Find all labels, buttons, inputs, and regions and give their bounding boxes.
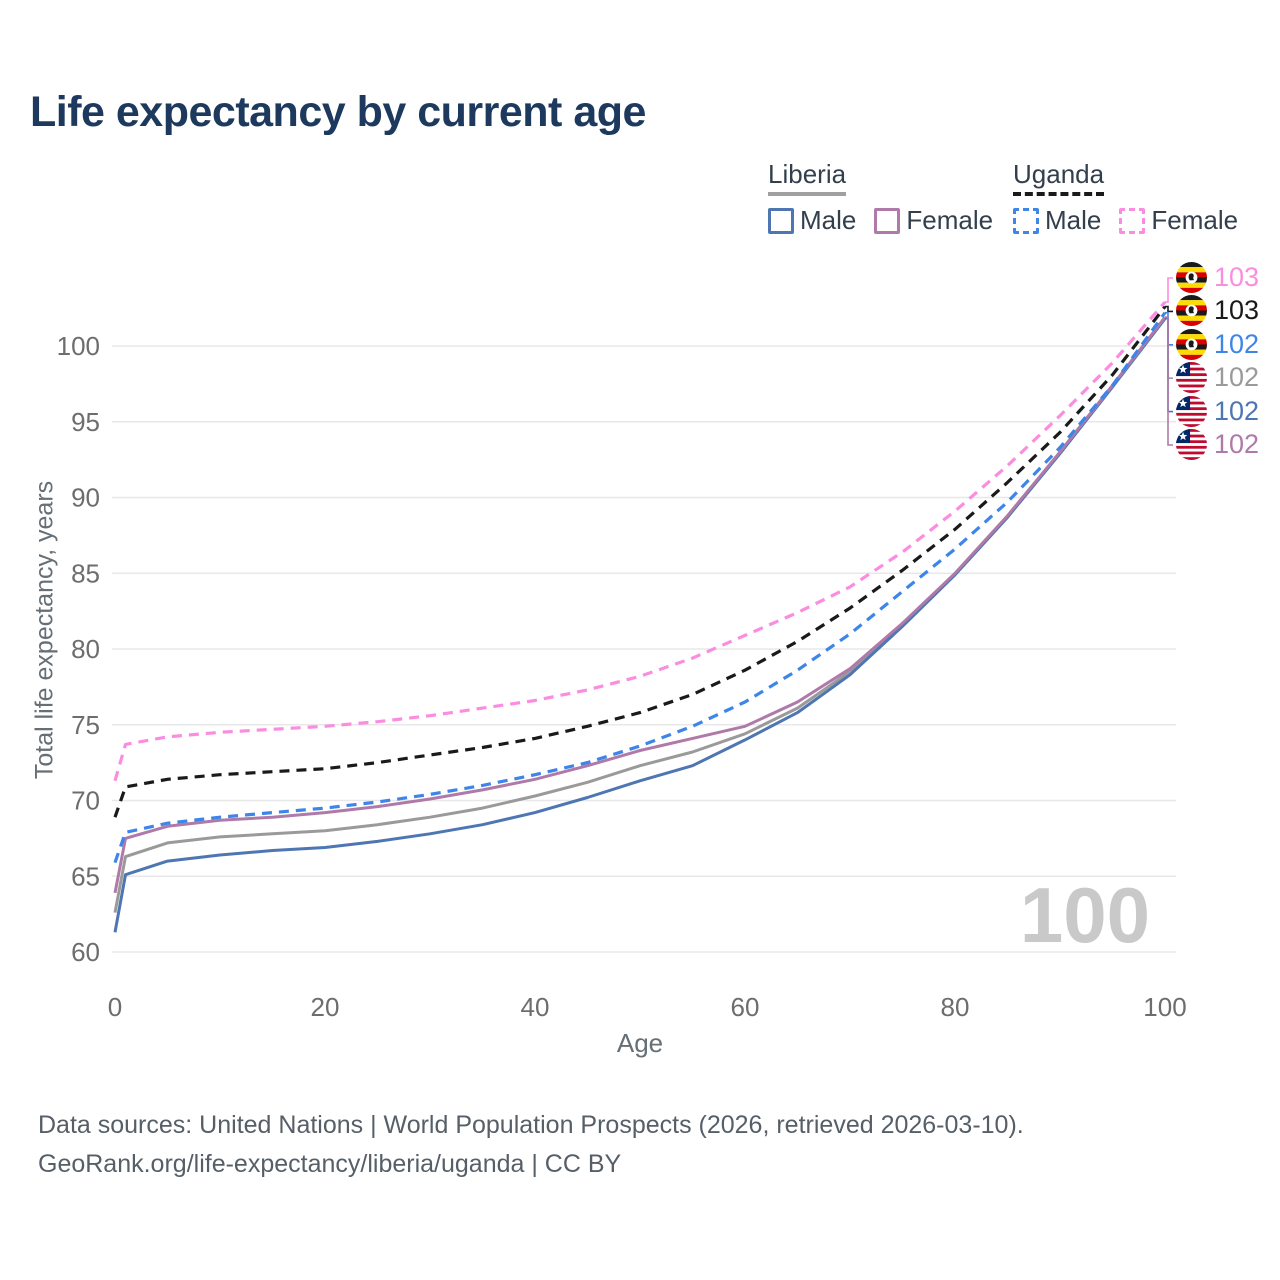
end-label-liberia-total: 102 bbox=[1176, 362, 1260, 394]
end-label-liberia-male: 102 bbox=[1176, 395, 1260, 427]
uganda-male-checkbox[interactable] bbox=[1013, 207, 1039, 234]
end-label-liberia-female: 102 bbox=[1176, 429, 1259, 460]
series-line-liberia-total[interactable] bbox=[113, 317, 1167, 913]
y-tick-label: 95 bbox=[71, 407, 100, 437]
leader-line-uganda-total bbox=[1165, 305, 1173, 313]
end-label-uganda-female: 103 bbox=[1176, 262, 1259, 293]
y-tick-label: 90 bbox=[71, 483, 100, 513]
x-tick-label: 40 bbox=[521, 992, 550, 1022]
footer: Data sources: United Nations | World Pop… bbox=[38, 1106, 1024, 1184]
series-line-liberia-female[interactable] bbox=[113, 316, 1167, 894]
end-label-value: 102 bbox=[1214, 395, 1260, 426]
legend-label-uganda-male: Male bbox=[1045, 205, 1102, 235]
footer-source-line: Data sources: United Nations | World Pop… bbox=[38, 1111, 1024, 1139]
leader-line-liberia-male bbox=[1165, 317, 1173, 413]
y-axis-title: Total life expectancy, years bbox=[30, 480, 59, 780]
end-label-uganda-male: 102 bbox=[1176, 328, 1260, 360]
uganda-flag-icon bbox=[1176, 295, 1207, 327]
legend-header-uganda[interactable]: Uganda bbox=[1013, 159, 1105, 196]
liberia-male-checkbox[interactable] bbox=[768, 207, 794, 234]
liberia-flag-icon bbox=[1176, 362, 1207, 394]
end-label-value: 103 bbox=[1214, 262, 1260, 292]
end-label-value: 103 bbox=[1214, 295, 1260, 326]
legend-item-uganda-male[interactable]: Male bbox=[1013, 205, 1101, 236]
legend-group-uganda: Uganda Male Female bbox=[1013, 160, 1238, 236]
legend-item-uganda-female[interactable]: Female bbox=[1119, 205, 1238, 236]
x-tick-label: 60 bbox=[731, 992, 760, 1022]
legend-header-liberia[interactable]: Liberia bbox=[768, 159, 847, 196]
y-tick-label: 75 bbox=[71, 710, 100, 740]
y-tick-label: 60 bbox=[71, 937, 100, 967]
y-tick-label: 70 bbox=[71, 786, 100, 816]
liberia-line-sample bbox=[768, 192, 847, 196]
x-axis-title: Age bbox=[616, 1028, 664, 1058]
series-line-uganda-male[interactable] bbox=[113, 311, 1167, 864]
series-line-liberia-male[interactable] bbox=[113, 317, 1167, 933]
legend-label-uganda-female: Female bbox=[1151, 205, 1239, 235]
uganda-female-checkbox[interactable] bbox=[1119, 207, 1146, 234]
end-label-value: 102 bbox=[1214, 328, 1260, 359]
legend-label-liberia-male: Male bbox=[800, 205, 857, 235]
y-tick-label: 100 bbox=[57, 331, 100, 361]
legend-items-liberia: Male Female bbox=[768, 205, 993, 236]
liberia-flag-icon bbox=[1176, 395, 1207, 427]
leader-line-uganda-female bbox=[1165, 277, 1173, 303]
legend-item-liberia-male[interactable]: Male bbox=[768, 205, 856, 236]
liberia-female-checkbox[interactable] bbox=[874, 207, 901, 234]
y-tick-label: 65 bbox=[71, 861, 100, 891]
legend-country-label-uganda: Uganda bbox=[1013, 159, 1105, 189]
uganda-flag-icon bbox=[1176, 328, 1207, 360]
leader-line-liberia-female bbox=[1165, 316, 1173, 446]
page-title: Life expectancy by current age bbox=[30, 88, 646, 136]
legend-country-label-liberia: Liberia bbox=[768, 159, 847, 189]
uganda-line-sample bbox=[1013, 192, 1105, 196]
x-tick-label: 20 bbox=[311, 992, 340, 1022]
legend-item-liberia-female[interactable]: Female bbox=[874, 205, 993, 236]
legend-items-uganda: Male Female bbox=[1013, 205, 1238, 236]
legend-label-liberia-female: Female bbox=[906, 205, 994, 235]
x-tick-label: 0 bbox=[108, 992, 122, 1022]
end-label-value: 102 bbox=[1214, 362, 1260, 393]
liberia-flag-icon bbox=[1176, 429, 1207, 460]
leader-line-liberia-total bbox=[1165, 317, 1173, 379]
end-label-value: 102 bbox=[1214, 429, 1260, 459]
hover-age-watermark: 100 bbox=[1020, 871, 1150, 959]
series-line-uganda-female[interactable] bbox=[113, 301, 1167, 782]
x-tick-label: 100 bbox=[1143, 992, 1186, 1022]
end-label-uganda-total: 103 bbox=[1176, 295, 1260, 327]
legend-group-liberia: Liberia Male Female bbox=[768, 160, 993, 236]
uganda-flag-icon bbox=[1176, 262, 1207, 293]
series-line-uganda-total[interactable] bbox=[113, 305, 1167, 818]
footer-attribution-line: GeoRank.org/life-expectancy/liberia/ugan… bbox=[38, 1150, 622, 1178]
x-tick-label: 80 bbox=[941, 992, 970, 1022]
y-tick-label: 85 bbox=[71, 558, 100, 588]
y-tick-label: 80 bbox=[71, 634, 100, 664]
